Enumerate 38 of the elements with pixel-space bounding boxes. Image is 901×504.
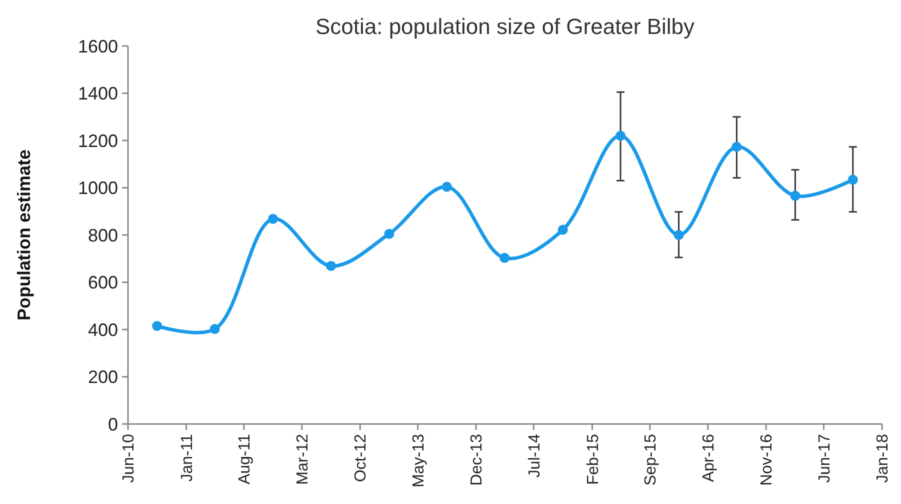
y-tick-label: 0: [108, 414, 118, 434]
point: [674, 230, 684, 240]
point: [210, 324, 220, 334]
point: [790, 190, 800, 201]
x-tick-label: Jul-14: [526, 434, 544, 478]
x-tick-label: Jun-17: [816, 434, 834, 483]
x-tick-label: Feb-15: [584, 434, 602, 485]
y-tick-label: 1600: [78, 36, 118, 56]
x-tick-label: Jun-10: [120, 434, 138, 483]
y-tick-label: 800: [88, 225, 118, 246]
point: [326, 260, 336, 271]
point: [732, 142, 742, 152]
point: [558, 224, 568, 235]
x-tick-label: Nov-16: [758, 434, 776, 486]
y-axis-title: Population estimate: [14, 149, 34, 321]
x-tick-label: May-13: [410, 434, 428, 488]
y-tick-label: 1200: [78, 130, 118, 151]
chart-title: Scotia: population size of Greater Bilby: [315, 14, 695, 39]
point: [616, 130, 626, 141]
x-tick-label: Dec-13: [468, 434, 486, 486]
y-tick-label: 400: [88, 320, 118, 340]
point: [848, 174, 858, 185]
x-tick-label: Jan-18: [874, 434, 892, 483]
point: [268, 214, 278, 224]
x-tick-label: Oct-12: [352, 434, 370, 482]
x-tick-label: Aug-11: [236, 434, 254, 484]
y-tick-label: 1400: [78, 84, 118, 104]
point: [500, 252, 510, 263]
y-tick-label: 1000: [78, 178, 118, 198]
x-tick-label: Mar-12: [294, 434, 312, 485]
point: [384, 228, 394, 239]
x-tick-label: Sep-15: [642, 434, 660, 486]
point: [152, 320, 162, 331]
x-tick-label: Jan-11: [178, 434, 196, 482]
point: [442, 182, 452, 192]
x-tick-label: Apr-16: [700, 434, 718, 482]
y-tick-label: 200: [88, 367, 118, 388]
y-tick-label: 600: [88, 272, 118, 293]
